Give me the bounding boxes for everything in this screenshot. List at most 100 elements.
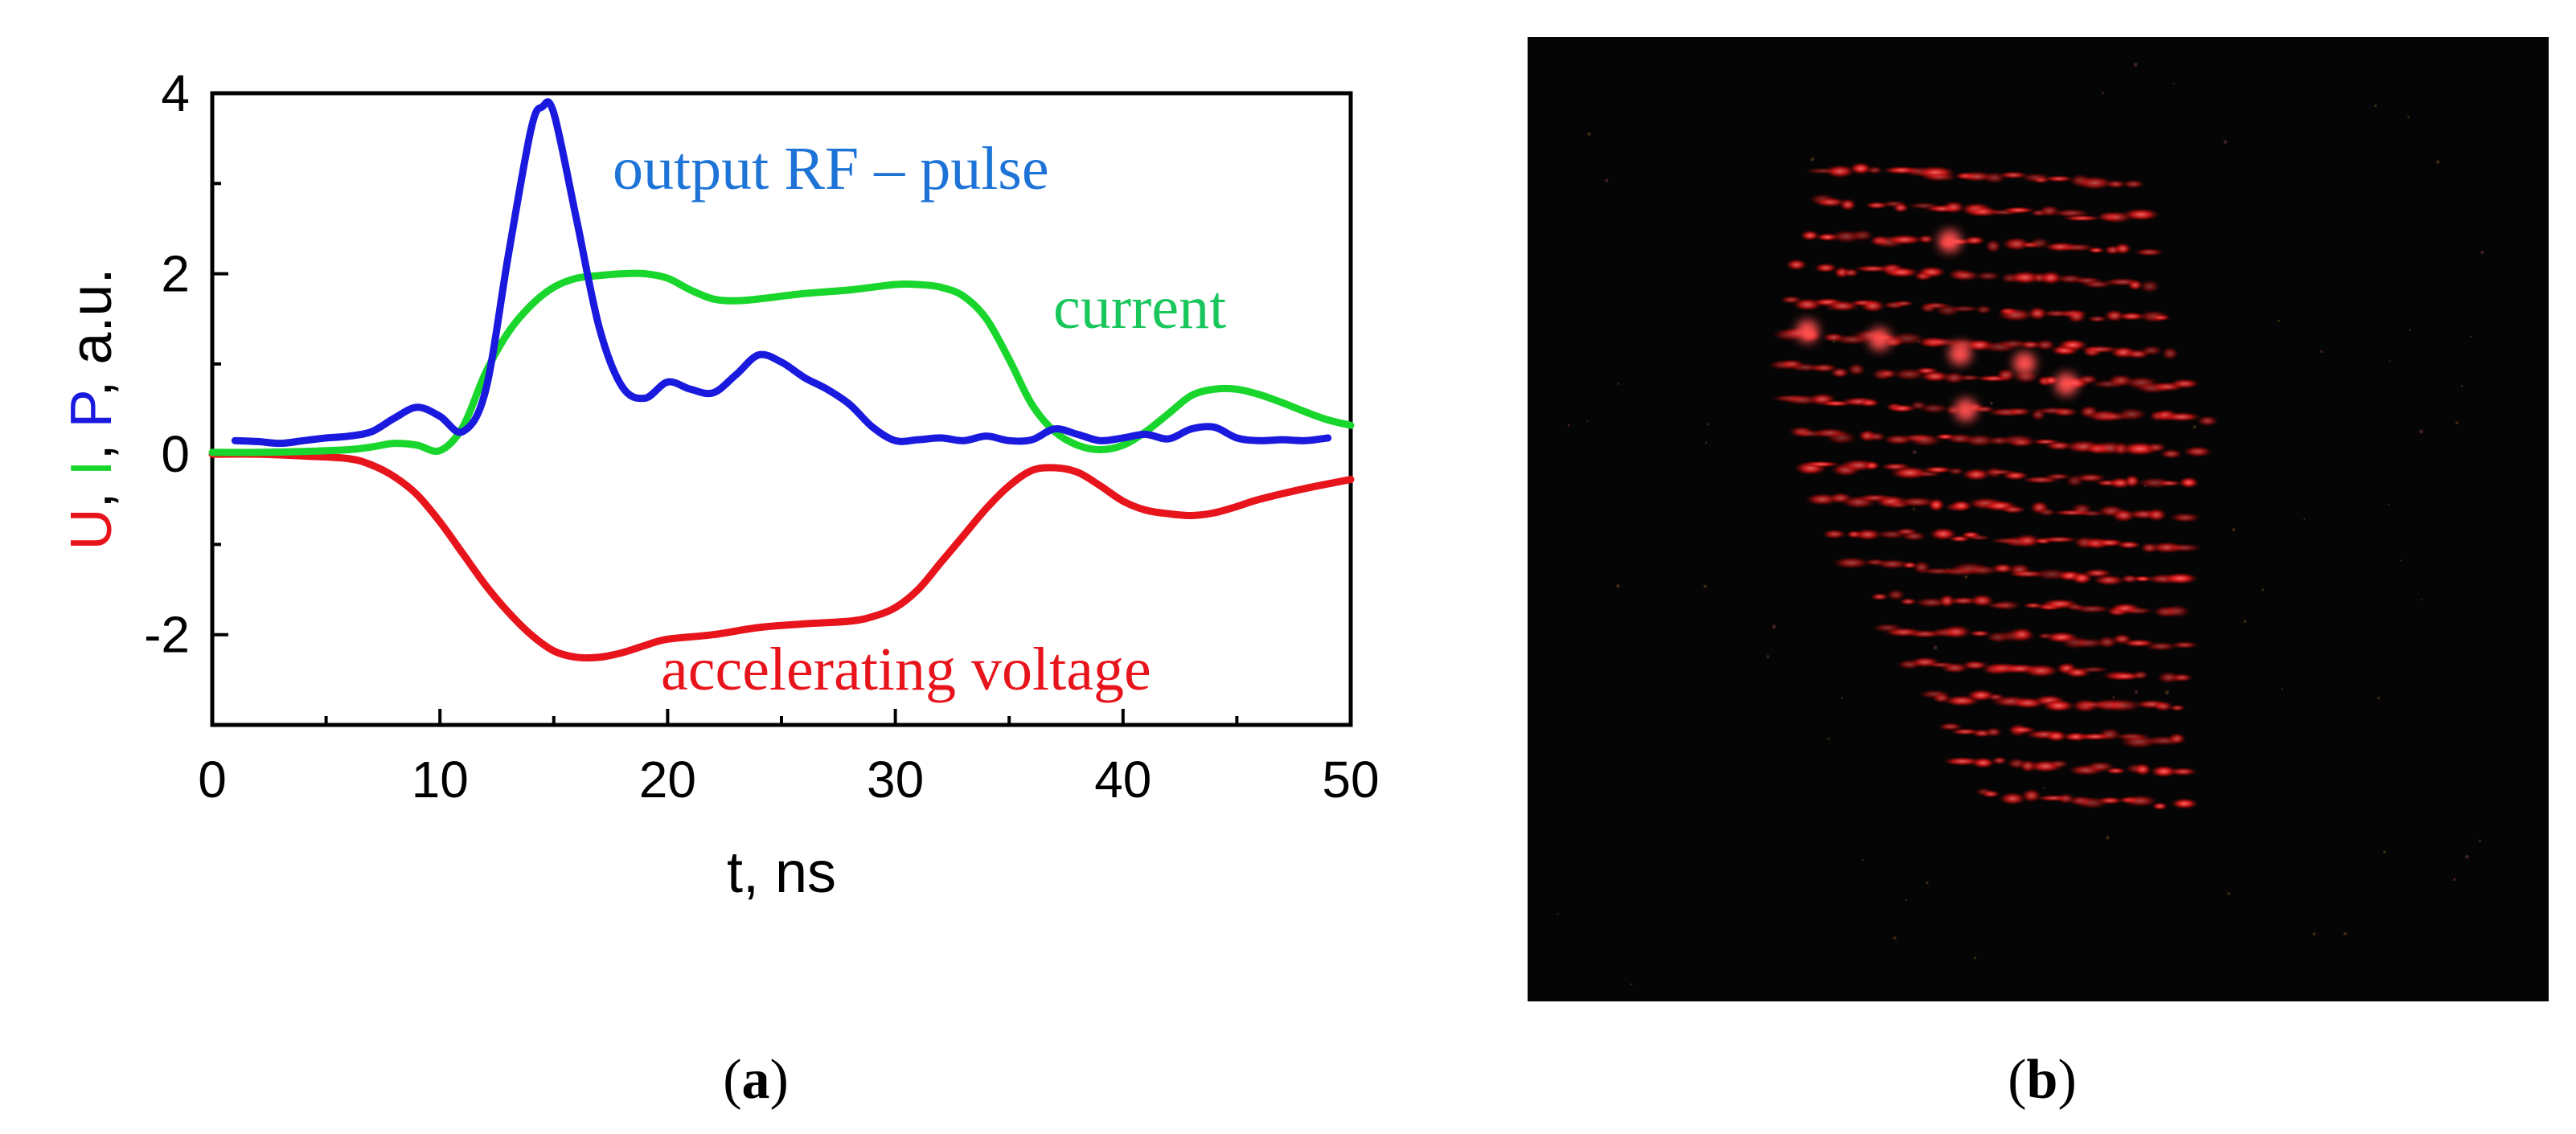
axis-ticks: [211, 92, 1352, 727]
bright-spot: [2055, 373, 2078, 395]
background-noise-dot: [2223, 140, 2228, 144]
speckle-dot: [1941, 624, 1972, 639]
speckle-dot: [2075, 175, 2115, 190]
background-noise-dot: [2470, 335, 2472, 338]
background-noise-dot: [1913, 450, 1917, 454]
speckle-dot: [2159, 448, 2183, 460]
speckle-dot: [2066, 309, 2087, 324]
speckle-dot: [2170, 641, 2199, 649]
background-noise-dot: [1828, 308, 1831, 310]
speckle-dot: [2041, 699, 2076, 712]
background-noise-dot: [2164, 690, 2169, 695]
speckle-dot: [2168, 732, 2187, 745]
speckle-dot: [2182, 445, 2213, 458]
y-tick-label: 2: [161, 245, 190, 303]
background-noise-dot: [1605, 178, 1609, 182]
speckle-dot: [2145, 442, 2168, 452]
background-noise-dot: [1586, 420, 1589, 423]
speckle-dot: [2105, 179, 2127, 189]
background-noise-dot: [2387, 503, 2390, 506]
axis-tick-labels: 0 10 20 30 40 50 -2 0 2 4: [144, 64, 1380, 809]
speckle-dot: [2161, 604, 2192, 618]
background-noise-dot: [2278, 319, 2280, 322]
speckle-dot: [1991, 600, 2022, 612]
speckle-dot: [1883, 267, 1920, 278]
background-noise-dot: [1912, 507, 1915, 511]
y-label-part-3: ,: [59, 428, 124, 460]
x-tick-label: 0: [198, 751, 227, 809]
speckle-dot: [2020, 788, 2042, 803]
background-noise-dot: [1810, 157, 1815, 162]
speckle-dot: [2103, 309, 2126, 322]
speckle-dot: [1825, 430, 1858, 445]
background-noise-dot: [2420, 599, 2422, 601]
y-label-part-0: U: [59, 508, 124, 550]
background-noise-dot: [2106, 836, 2110, 840]
background-noise-dot: [2377, 696, 2381, 700]
background-noise-dot: [2436, 160, 2440, 164]
speckle-dot: [1996, 368, 2016, 383]
background-noise-dot: [2173, 82, 2176, 85]
speckle-dot: [2123, 474, 2141, 488]
background-noise-dot: [1974, 956, 1977, 960]
speckle-dot: [2170, 673, 2193, 682]
background-noise-dot: [2389, 359, 2391, 362]
speckle-dot: [1853, 528, 1883, 541]
background-noise-dot: [1766, 655, 1770, 658]
background-noise-dot: [1771, 624, 1776, 629]
background-noise-dot: [1703, 584, 1707, 588]
speckle-dot: [1998, 792, 2027, 805]
speckle-dot: [2150, 765, 2178, 778]
background-noise-dot: [1557, 913, 1559, 915]
y-tick-label: 4: [161, 64, 190, 122]
speckle-dot: [2087, 247, 2106, 254]
speckle-dot: [1948, 269, 1981, 281]
speckle-dot: [2034, 338, 2057, 351]
speckle-dot: [2166, 543, 2203, 553]
background-noise-dot: [2419, 429, 2424, 434]
background-noise-dot: [1630, 983, 1633, 986]
background-noise-dot: [1893, 936, 1897, 940]
speckle-dot: [2152, 701, 2174, 712]
speckle-dot: [1981, 789, 2001, 798]
background-noise-dot: [2320, 350, 2324, 354]
y-tick-label: 0: [161, 425, 190, 483]
speckle-dot: [2168, 512, 2202, 523]
speckle-dot: [2178, 477, 2200, 489]
background-noise-dot: [2399, 559, 2402, 562]
y-label-part-5: , a.u.: [59, 268, 124, 397]
speckle-dot: [2122, 179, 2145, 189]
rf-pulse-series-line: [231, 98, 1332, 448]
speckle-dot: [1896, 496, 1938, 508]
background-noise-dot: [2227, 892, 2230, 895]
speckle-dot: [1991, 756, 2008, 765]
speckle-dot: [2170, 797, 2199, 809]
speckle-dot: [1968, 629, 1991, 637]
background-noise-dot: [2374, 104, 2377, 108]
speckle-dot: [1874, 559, 1911, 570]
speckle-dot: [1971, 756, 1996, 769]
speckle-dot: [2027, 306, 2048, 321]
speckle-dot: [2139, 279, 2161, 293]
speckle-dot: [1885, 588, 1906, 601]
x-tick-label: 50: [1322, 751, 1379, 809]
speckle-dot: [2131, 670, 2149, 680]
speckle-pattern: [1557, 62, 2484, 986]
speckle-dot: [2104, 767, 2127, 775]
background-noise-dot: [2051, 310, 2053, 313]
background-noise-dot: [1827, 737, 1830, 740]
speckle-dot: [2156, 480, 2183, 487]
background-noise-dot: [2112, 696, 2115, 699]
speckle-dot: [2162, 572, 2199, 585]
speckle-dot: [2139, 345, 2164, 356]
bright-spot: [1955, 399, 1977, 421]
speckle-dot: [1907, 433, 1942, 448]
speckle-dot: [2048, 759, 2069, 768]
speckle-dot: [1942, 371, 1967, 385]
series-lines: [208, 98, 1355, 662]
speckle-dot: [1999, 505, 2027, 514]
speckle-dot: [2168, 704, 2186, 712]
background-noise-dot: [2460, 385, 2463, 387]
y-label-part-1: ,: [59, 476, 124, 508]
